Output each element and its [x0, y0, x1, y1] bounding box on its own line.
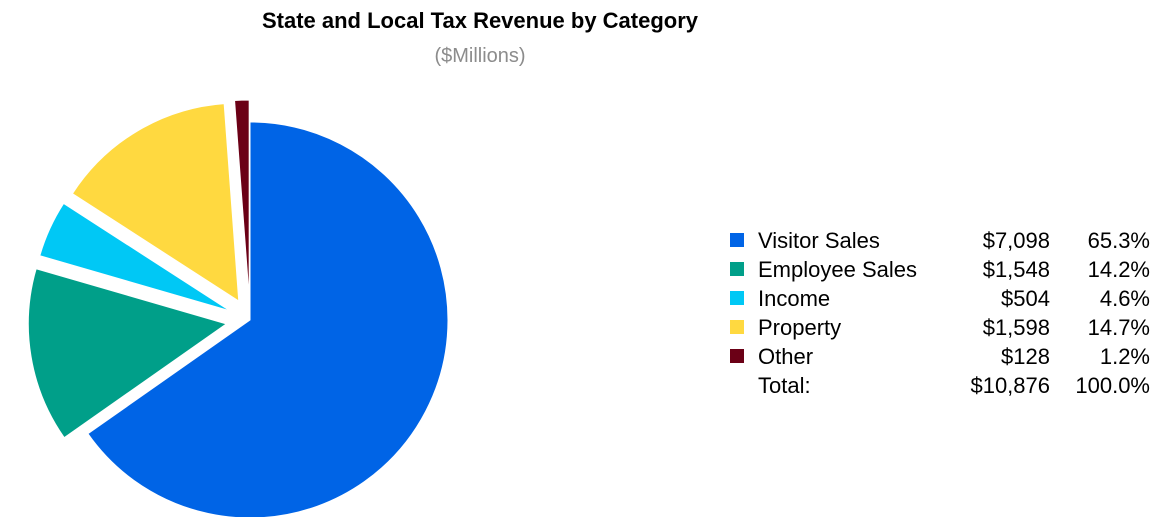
legend-swatch: [730, 233, 744, 247]
pie-chart: [27, 99, 449, 517]
legend-swatch: [730, 262, 744, 276]
legend-percent: 14.7%: [1087, 315, 1150, 340]
legend-amount: $7,098: [982, 228, 1050, 253]
total-percent: 100.0%: [1075, 373, 1150, 398]
legend-label: Other: [758, 344, 814, 369]
legend-item-employee-sales: Employee Sales $1,548 14.2%: [730, 255, 1150, 284]
legend-amount: $128: [1001, 344, 1050, 369]
pie-slice-visitor-sales: [87, 121, 449, 517]
legend-item-other: Other $128 1.2%: [730, 342, 1150, 371]
legend-label: Employee Sales: [758, 257, 917, 282]
legend-percent: 65.3%: [1087, 228, 1150, 253]
chart-subtitle: ($Millions): [434, 45, 526, 67]
pie-slice-income: [39, 202, 231, 312]
legend-amount: $1,598: [982, 315, 1050, 340]
legend-item-income: Income $504 4.6%: [730, 284, 1150, 313]
legend-swatch: [730, 349, 744, 363]
legend-item-property: Property $1,598 14.7%: [730, 313, 1150, 342]
legend-swatch: [730, 291, 744, 305]
legend-amount: $1,548: [982, 257, 1050, 282]
legend-label: Property: [758, 315, 842, 340]
pie-slice-employee-sales: [27, 268, 228, 439]
legend-label: Income: [758, 286, 831, 311]
legend-total-row: Total: $10,876 100.0%: [730, 371, 1150, 400]
total-amount: $10,876: [970, 373, 1050, 398]
legend-swatch: [730, 320, 744, 334]
legend-item-visitor-sales: Visitor Sales $7,098 65.3%: [730, 226, 1150, 255]
legend-percent: 14.2%: [1087, 257, 1150, 282]
legend-label: Visitor Sales: [758, 228, 880, 253]
legend-amount: $504: [1001, 286, 1050, 311]
total-label: Total:: [758, 373, 811, 398]
legend-percent: 4.6%: [1099, 286, 1150, 311]
legend-percent: 1.2%: [1099, 344, 1150, 369]
legend: Visitor Sales $7,098 65.3% Employee Sale…: [730, 226, 1150, 400]
pie-slice-other: [234, 99, 250, 299]
pie-slice-property: [71, 103, 240, 303]
chart-title: State and Local Tax Revenue by Category: [261, 8, 699, 33]
